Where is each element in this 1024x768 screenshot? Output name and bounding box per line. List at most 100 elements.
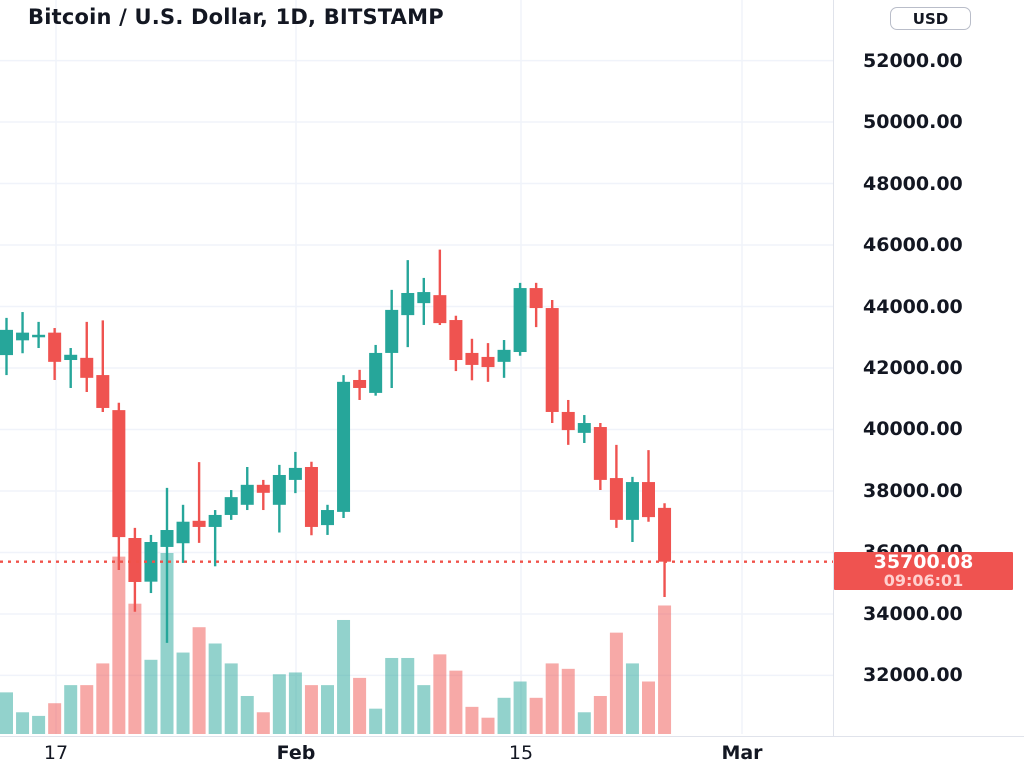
candle-body [529,288,543,309]
candle-body [449,320,463,361]
volume-bar [192,627,206,734]
candle-body [561,411,575,431]
candle-body [417,292,431,304]
volume-bar [561,668,575,734]
time-tick-label: Feb [276,742,316,764]
volume-bar [16,712,30,734]
candle-body [208,514,222,527]
price-tick-label: 34000.00 [863,602,963,625]
candle-body [593,427,607,480]
time-tick-label: Mar [721,742,763,764]
volume-bar [144,659,158,734]
volume-bar [353,677,367,734]
volume-bar [545,663,559,734]
volume-bar [224,663,238,734]
volume-bar [497,697,511,734]
candle-body [625,482,639,520]
price-tick-label: 44000.00 [863,295,963,318]
candle-body [513,288,527,353]
price-tick-label: 52000.00 [863,49,963,72]
symbol-title: Bitcoin / U.S. Dollar, 1D, BITSTAMP [28,5,444,29]
time-tick-label: 17 [43,742,69,764]
currency-toggle-button[interactable]: USD [890,7,971,30]
price-tick-label: 48000.00 [863,172,963,195]
chart-plot-area[interactable]: Bitcoin / U.S. Dollar, 1D, BITSTAMP [0,0,833,736]
volume-bar [642,681,655,734]
price-tick-label: 46000.00 [863,234,963,257]
volume-bar [64,685,78,734]
candle-body [48,332,62,362]
volume-bar [401,657,415,734]
volume-bar [658,605,672,734]
time-tick-label: 15 [508,742,534,764]
price-tick-label: 42000.00 [863,357,963,379]
volume-bar [449,670,463,734]
volume-bar [48,703,62,734]
last-price-value: 35700.08 [873,550,974,573]
candle-body [0,329,13,356]
volume-bar [0,692,13,734]
volume-bar [321,685,334,734]
candle-body [497,349,511,362]
volume-bar [256,712,270,734]
volume-bar [96,663,110,734]
candle-body [224,497,238,515]
volume-bar [625,663,639,734]
candle-body [240,484,254,505]
volume-bar [128,603,142,734]
candle-body [192,520,206,527]
candle-body [658,507,672,562]
candle-body [144,542,158,582]
price-tick-label: 38000.00 [863,479,963,502]
volume-bar [32,715,46,734]
candlestick-chart [0,0,833,734]
price-scale[interactable]: USD 52000.00 50000.00 48000.00 46000.00 4400… [833,0,1024,768]
volume-bar [417,685,431,734]
time-scale[interactable]: 17 Feb 15 Mar [0,736,1024,768]
candle-body [160,530,174,547]
volume-bar [112,556,126,734]
candle-body [16,332,30,341]
candle-body [481,356,495,368]
price-tick-label: 50000.00 [863,111,963,134]
candle-body [369,352,383,393]
candle-body [401,292,415,316]
candle-body [545,308,559,412]
volume-bar [272,674,286,734]
candle-body [385,309,399,353]
candle-body [642,482,655,518]
bar-countdown-timer: 09:06:01 [883,570,964,590]
volume-bar [369,708,383,734]
candle-body [112,410,126,538]
volume-bar [337,619,351,734]
volume-bar [240,695,254,734]
candle-body [321,510,334,526]
last-price-badge: 35700.08 09:06:01 [834,550,1013,590]
volume-bar [176,652,190,734]
candle-body [433,295,447,324]
volume-bar [577,712,591,734]
volume-bar [433,654,447,734]
candle-body [64,354,78,361]
candle-body [577,423,591,433]
candle-body [176,521,190,544]
volume-bar [481,717,495,734]
candle-body [80,357,94,378]
volume-bar [609,632,623,734]
candle-body [353,379,367,388]
candle-body [609,478,623,520]
candle-body [128,538,142,582]
candle-body [337,381,351,512]
candle-body [465,352,479,365]
volume-bar [288,672,302,734]
candle-body [272,474,286,505]
volume-bar [160,553,174,734]
candle-body [32,334,46,338]
candle-body [256,484,270,493]
volume-bar [208,643,222,734]
price-tick-label: 40000.00 [863,418,963,441]
candle-body [288,467,302,480]
candle-body [96,375,110,408]
volume-bar [385,657,399,734]
